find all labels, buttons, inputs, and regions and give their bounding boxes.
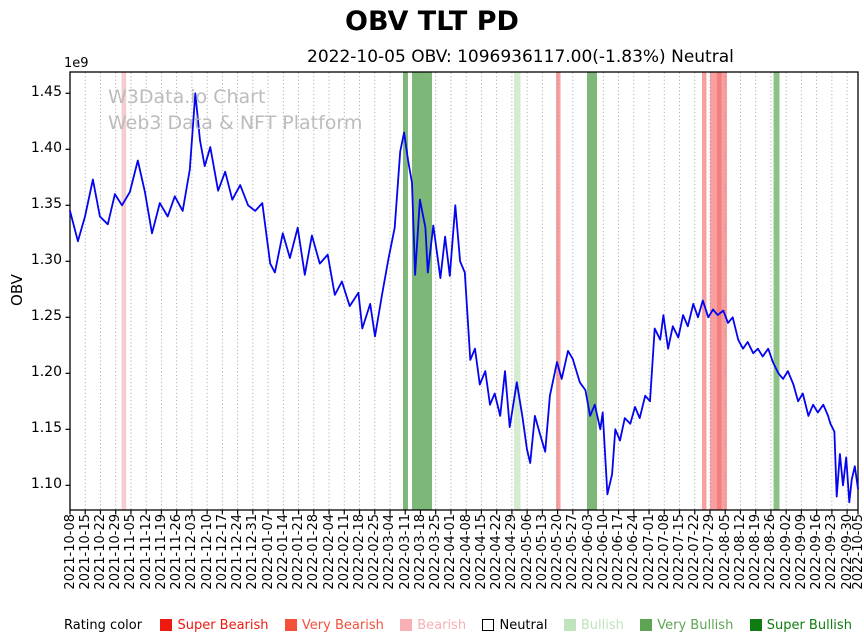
- x-tick-label: 2022-03-25: [428, 514, 444, 590]
- x-tick-label: 2021-12-17: [214, 514, 230, 590]
- x-tick-label: 2022-01-28: [306, 514, 322, 590]
- x-tick-label: 2021-12-03: [184, 514, 200, 590]
- x-tick-label: 2022-07-15: [672, 514, 687, 590]
- x-tick-label: 2021-10-29: [108, 514, 124, 590]
- x-tick-label: 2021-11-12: [138, 514, 154, 590]
- x-tick-label: 2022-06-10: [595, 514, 611, 590]
- axes-frame: [69, 71, 859, 511]
- x-tick-label: 2022-10-05: [850, 514, 864, 590]
- x-tick-label: 2022-03-04: [382, 514, 398, 590]
- legend-item-bearish: Bearish: [400, 618, 466, 633]
- x-tick-label: 2022-02-04: [321, 514, 337, 590]
- x-tick-label: 2022-03-18: [412, 514, 428, 590]
- rating-legend: Rating color Super Bearish Very Bearish Be…: [64, 612, 852, 638]
- x-tick-label: 2022-07-29: [702, 514, 718, 590]
- x-tick-label: 2022-01-21: [291, 514, 307, 590]
- legend-swatch-icon: [160, 619, 173, 631]
- x-tick-label: 2021-11-19: [153, 514, 169, 590]
- x-tick-label: 2021-11-05: [123, 514, 139, 590]
- legend-item-very-bearish: Very Bearish: [284, 617, 384, 633]
- x-tick-label: 2022-01-07: [260, 514, 276, 590]
- x-tick-label: 2022-09-16: [809, 514, 825, 590]
- y-tick-label: 1.10: [30, 476, 62, 493]
- x-tick-label: 2022-02-18: [352, 514, 367, 590]
- x-tick-label: 2021-12-24: [230, 514, 246, 590]
- x-tick-label: 2022-04-29: [504, 514, 520, 590]
- rating-band-very-bullish: [411, 72, 433, 510]
- y-tick-label: 1.35: [30, 196, 62, 213]
- x-tick-label: 2022-01-14: [275, 514, 291, 590]
- legend-item-bullish: Bullish: [563, 617, 624, 633]
- rating-band-very-bullish: [587, 72, 598, 510]
- y-tick-label: 1.45: [30, 84, 62, 101]
- legend-item-label: Bearish: [417, 617, 467, 633]
- x-tick-label: 2022-04-01: [443, 514, 459, 590]
- legend-item-super-bearish: Super Bearish: [160, 617, 269, 633]
- x-tick-label: 2022-07-08: [656, 514, 672, 590]
- legend-item-super-bullish: Super Bullish: [749, 617, 852, 633]
- legend-item-label: Super Bullish: [766, 617, 852, 633]
- x-tick-label: 2022-09-09: [793, 514, 809, 590]
- chart-subtitle: 2022-10-05 OBV: 1096936117.00(-1.83%) Ne…: [307, 47, 734, 67]
- legend-item-label: Super Bearish: [177, 617, 269, 633]
- obv-line: [69, 92, 859, 504]
- legend-item-neutral: Neutral: [482, 618, 547, 633]
- legend-item-very-bullish: Very Bullish: [640, 618, 733, 633]
- rating-band-very-bearish: [716, 72, 722, 510]
- x-tick-label: 2022-03-11: [397, 514, 413, 590]
- x-tick-label: 2022-05-27: [565, 514, 581, 590]
- rating-band-very-bearish: [701, 72, 707, 510]
- legend-swatch-icon: [482, 619, 495, 631]
- x-tick-label: 2021-10-22: [92, 514, 108, 590]
- x-tick-label: 2021-12-31: [245, 514, 261, 590]
- y-tick-label: 1.15: [30, 420, 62, 437]
- x-tick-label: 2022-08-05: [717, 514, 733, 590]
- x-tick-label: 2022-06-17: [611, 514, 627, 590]
- legend-swatch-icon: [749, 619, 762, 631]
- x-tick-label: 2022-08-12: [732, 514, 748, 590]
- x-tick-label: 2022-04-15: [473, 514, 489, 590]
- x-tick-label: 2022-08-26: [763, 514, 779, 590]
- x-tick-label: 2022-06-24: [626, 514, 642, 590]
- x-tick-label: 2022-04-08: [458, 514, 474, 590]
- y-tick-label: 1.25: [30, 308, 62, 325]
- x-tick-label: 2021-11-26: [169, 514, 185, 590]
- x-tick-label: 2022-02-25: [367, 514, 383, 590]
- legend-swatch-icon: [284, 619, 297, 631]
- x-tick-label: 2022-06-03: [580, 514, 596, 590]
- rating-band-bearish: [121, 72, 127, 510]
- legend-swatch-icon: [563, 619, 576, 631]
- rating-band-very-bearish: [556, 72, 561, 510]
- legend-swatch-icon: [640, 619, 653, 631]
- x-tick-label: 2022-04-22: [489, 514, 505, 590]
- x-tick-label: 2022-07-22: [687, 514, 703, 590]
- x-tick-label: 2021-12-10: [199, 514, 215, 590]
- y-tick-label: 1.40: [30, 140, 62, 157]
- x-tick-label: 2022-05-13: [534, 514, 550, 590]
- x-tick-label: 2021-10-08: [62, 514, 78, 590]
- legend-item-label: Very Bullish: [657, 617, 734, 633]
- legend-swatch-icon: [400, 619, 413, 631]
- chart-title: OBV TLT PD: [345, 6, 519, 37]
- x-tick-label: 2021-10-15: [77, 514, 93, 590]
- rating-band-very-bullish: [773, 72, 780, 510]
- y-tick-label: 1.30: [30, 252, 62, 269]
- x-tick-label: 2022-08-19: [748, 514, 764, 590]
- x-tick-label: 2022-09-23: [824, 514, 840, 590]
- x-tick-label: 2022-02-11: [336, 514, 352, 590]
- x-tick-label: 2022-05-06: [519, 514, 535, 590]
- y-tick-label: 1.20: [30, 364, 62, 381]
- legend-item-label: Very Bearish: [301, 617, 384, 633]
- rating-band-bullish: [514, 72, 521, 510]
- x-tick-label: 2022-05-20: [550, 514, 566, 590]
- y-axis-scale-factor: 1e9: [64, 56, 89, 71]
- legend-item-label: Neutral: [499, 617, 548, 633]
- x-tick-label: 2022-09-02: [778, 514, 794, 590]
- rating-band-very-bullish: [403, 72, 408, 510]
- legend-item-label: Bullish: [580, 617, 624, 633]
- x-tick-label: 2022-07-01: [641, 514, 657, 590]
- legend-title: Rating color: [64, 617, 143, 633]
